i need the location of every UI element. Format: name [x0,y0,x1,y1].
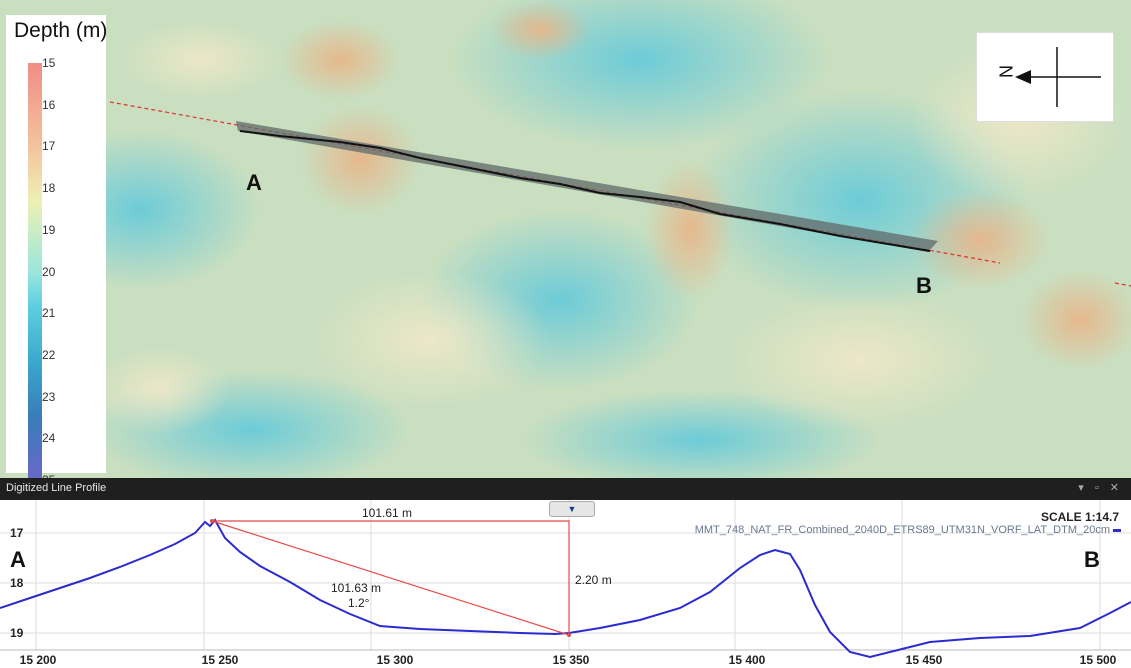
x-tick-label: 15 500 [1079,653,1117,667]
legend-tick: 17 [42,139,56,154]
legend-tick: 25 [42,473,55,478]
arrow-left-icon [1015,70,1031,84]
north-arrow: N [976,32,1114,122]
y-tick-label: 17 [10,526,24,540]
legend-tick: 22 [42,347,56,362]
legend-tick: 16 [42,97,56,112]
x-tick-label: 15 450 [905,653,943,667]
profile-chart[interactable]: ▼ SCALE 1:14.7 MMT_748_NAT_FR_Combined_2… [0,500,1131,668]
terrain-shading [0,0,1131,478]
bathymetry-map[interactable]: Depth (m) 15 16 17 18 19 20 21 22 23 24 … [0,0,1131,478]
measure-horizontal-vertical [212,520,570,635]
profile-point-a: A [10,547,26,572]
legend-tick: 24 [42,431,56,446]
x-tick-label: 15 250 [201,653,239,667]
legend-color-bar [28,63,42,478]
map-point-b: B [916,273,932,298]
slope-distance-label: 101.63 m [331,581,382,595]
x-tick-label: 15 400 [728,653,766,667]
x-tick-label: 15 300 [376,653,414,667]
map-point-a: A [246,170,262,195]
vertical-difference-label: 2.20 m [575,573,612,587]
slope-angle-label: 1.2° [348,596,370,610]
legend-tick: 21 [42,306,56,321]
depth-profile-line [0,518,1131,659]
legend-tick: 15 [42,56,56,70]
x-tick-label: 15 200 [19,653,57,667]
x-tick-label: 15 350 [552,653,590,667]
collapse-arrow-icon[interactable]: ▼ [549,501,595,517]
layer-legend: MMT_748_NAT_FR_Combined_2040D_ETRS89_UTM… [695,524,1121,536]
layer-swatch [1113,528,1121,532]
horizontal-distance-label: 101.61 m [362,506,413,520]
legend-title: Depth (m) [14,19,108,42]
legend-tick: 23 [42,389,56,404]
panel-title: Digitized Line Profile [6,482,107,494]
depth-legend: Depth (m) 15 16 17 18 19 20 21 22 23 24 … [6,15,108,478]
y-tick-label: 18 [10,576,24,590]
north-label: N [996,65,1017,78]
scale-label: SCALE 1:14.7 [1040,510,1119,524]
profile-plot [0,500,1131,659]
profile-curtain [236,121,938,252]
profile-panel-header: Digitized Line Profile ▾ ▫ ✕ [0,478,1131,500]
legend-tick: 20 [42,264,56,279]
y-tick-label: 19 [10,626,24,640]
legend-tick: 18 [42,181,56,196]
measure-slope-line [211,520,570,636]
profile-point-b: B [1084,547,1100,572]
legend-tick: 19 [42,222,56,237]
layer-name: MMT_748_NAT_FR_Combined_2040D_ETRS89_UTM… [694,524,1110,536]
panel-controls[interactable]: ▾ ▫ ✕ [1078,482,1123,494]
